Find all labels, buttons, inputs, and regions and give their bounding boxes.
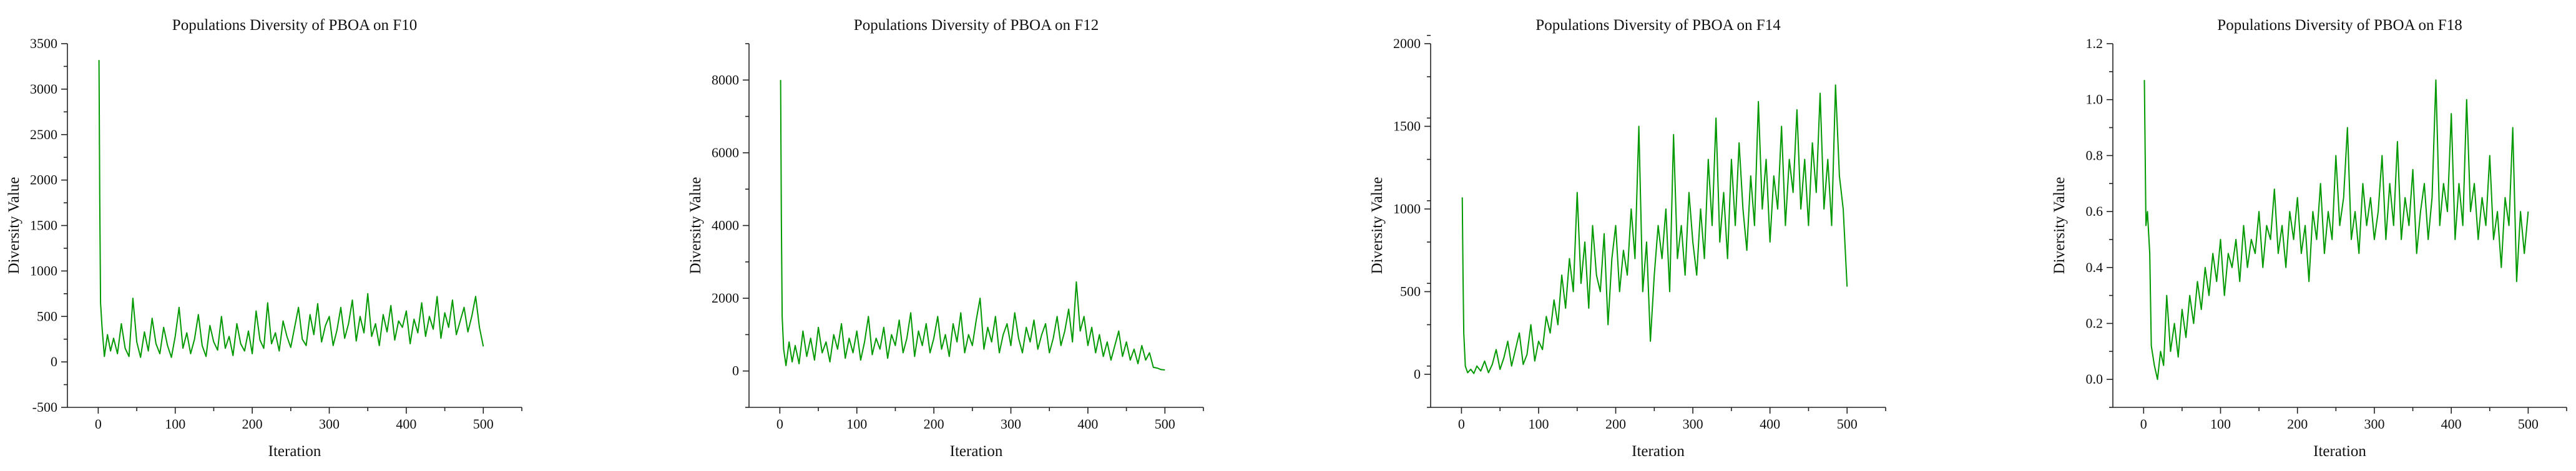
x-tick-label: 500 (1837, 416, 1858, 432)
x-tick-label: 400 (2441, 416, 2462, 432)
y-tick-label: 3500 (30, 36, 57, 51)
series-line-1 (780, 80, 1165, 371)
chart-title: Populations Diversity of PBOA on F12 (854, 17, 1099, 34)
series-line-1 (1461, 84, 1848, 374)
y-axis-label: Diversity Value (6, 177, 22, 274)
chart-panel-3: Populations Diversity of PBOA on F14 0 100… (1369, 17, 1886, 460)
y-tick-label: 2000 (1393, 36, 1421, 51)
chart-panel-1: Populations Diversity of PBOA on F10 0 100… (6, 17, 522, 460)
y-tick-label: 2000 (30, 172, 57, 188)
series-line-1 (98, 60, 484, 358)
x-tick-label: 200 (924, 416, 944, 432)
chart-title: Populations Diversity of PBOA on F14 (1535, 17, 1781, 34)
y-tick-label: 6000 (712, 145, 739, 160)
y-tick-label: -500 (32, 399, 57, 415)
x-tick-label: 100 (1528, 416, 1549, 432)
x-tick-label: 500 (473, 416, 494, 432)
y-tick-label: 4000 (712, 218, 739, 233)
y-tick-label: 2000 (712, 290, 739, 306)
x-tick-label: 300 (1683, 416, 1703, 432)
y-tick-label: 0.6 (2086, 203, 2103, 219)
y-tick-label: 0.8 (2086, 147, 2103, 163)
y-tick-label: 0.4 (2086, 260, 2103, 275)
y-axis-label: Diversity Value (687, 177, 704, 274)
x-tick-label: 100 (846, 416, 867, 432)
x-tick-label: 500 (2518, 416, 2539, 432)
x-tick-label: 0 (1458, 416, 1465, 432)
chart-title: Populations Diversity of PBOA on F18 (2217, 17, 2462, 34)
x-tick-label: 100 (165, 416, 185, 432)
y-tick-label: 0.2 (2086, 315, 2103, 331)
x-tick-label: 300 (319, 416, 340, 432)
y-tick-label: 8000 (712, 72, 739, 87)
y-tick-label: 1.2 (2086, 36, 2103, 51)
chart-title: Populations Diversity of PBOA on F10 (172, 17, 417, 34)
y-tick-label: 0 (51, 354, 57, 369)
y-axis-label: Diversity Value (1369, 177, 1386, 274)
series-line-1 (2143, 79, 2529, 381)
x-axis-label: Iteration (268, 443, 321, 460)
x-tick-label: 0 (2140, 416, 2147, 432)
y-tick-label: 3000 (30, 81, 57, 97)
y-tick-label: 500 (1400, 284, 1421, 299)
x-axis-label: Iteration (1632, 443, 1685, 460)
x-tick-label: 100 (2210, 416, 2231, 432)
x-tick-label: 0 (95, 416, 102, 432)
x-tick-label: 200 (242, 416, 263, 432)
y-axis-label: Diversity Value (2051, 177, 2068, 274)
x-tick-label: 200 (1605, 416, 1626, 432)
x-tick-label: 400 (1077, 416, 1098, 432)
y-tick-label: 1500 (1393, 119, 1421, 134)
x-tick-label: 0 (776, 416, 783, 432)
x-axis-label: Iteration (950, 443, 1003, 460)
y-tick-label: 0 (732, 363, 739, 379)
chart-panel-4: Populations Diversity of PBOA on F18 0 100… (2051, 17, 2567, 460)
y-tick-label: 0 (1414, 366, 1421, 382)
x-tick-label: 400 (396, 416, 416, 432)
chart-panel-2: Populations Diversity of PBOA on F12 0 100… (687, 17, 1204, 460)
x-tick-label: 300 (2364, 416, 2384, 432)
y-tick-label: 1500 (30, 218, 57, 233)
y-tick-label: 0.0 (2086, 371, 2103, 387)
x-tick-label: 200 (2287, 416, 2308, 432)
y-tick-label: 1000 (30, 263, 57, 278)
x-tick-label: 500 (1155, 416, 1175, 432)
y-tick-label: 1000 (1393, 201, 1421, 216)
y-tick-label: 500 (37, 308, 57, 324)
y-tick-label: 2500 (30, 127, 57, 142)
x-axis-label: Iteration (2313, 443, 2366, 460)
x-tick-label: 300 (1001, 416, 1021, 432)
y-tick-label: 1.0 (2086, 92, 2103, 107)
x-tick-label: 400 (1760, 416, 1780, 432)
